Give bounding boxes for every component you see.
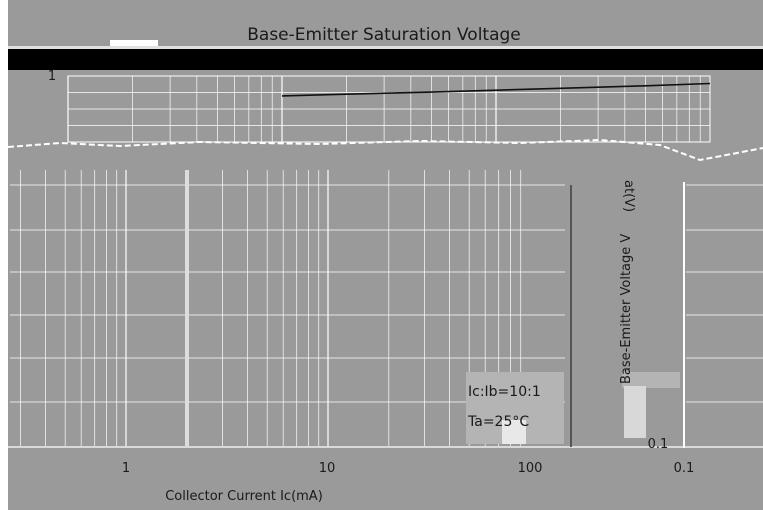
annotation-ratio: Ic:Ib=10:1 [468,384,541,400]
y-axis-label-suffix: at(V) [621,180,636,212]
x-axis-label: Collector Current Ic(mA) [165,489,323,504]
lower-grid [8,170,763,448]
ylabel-box [622,372,680,388]
frame-artifact-2 [683,182,685,448]
y-tick-label-0.1: 0.1 [648,437,669,452]
y-tick-label-1: 1 [48,69,56,84]
annotation-temperature: Ta=25°C [467,414,529,430]
title-artifact-line [8,46,763,49]
chart-title: Base-Emitter Saturation Voltage [247,25,521,45]
upper-plot-panel [67,75,711,143]
frame-artifact [570,185,572,447]
title-band [8,49,763,70]
x-tick-label-100: 100 [518,461,543,476]
x-tick-label-10: 10 [319,461,336,476]
annotation-swatch [502,420,526,444]
left-margin [0,0,8,510]
separator-artifact [7,138,763,162]
x-tick-label-1: 1 [122,461,130,476]
ylabel-swatch [624,386,646,438]
series-line [281,82,711,97]
title-artifact [110,40,158,47]
upper-grid [67,76,710,142]
grid-highlight [185,170,189,446]
x-tick-label-right: 0.1 [674,461,695,476]
y-axis-label: Base-Emitter Voltage V [619,234,634,384]
